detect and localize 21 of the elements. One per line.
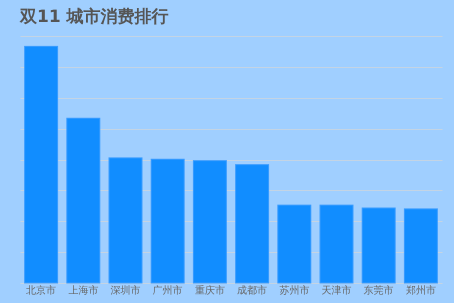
x-tick-label: 重庆市 (194, 284, 225, 296)
bar (108, 157, 142, 284)
bar (192, 160, 227, 284)
bar (404, 208, 438, 284)
chart-title: 双11 城市消费排行 (19, 7, 169, 27)
bar (320, 204, 354, 284)
bar (150, 158, 185, 284)
x-tick-label: 深圳市 (110, 284, 140, 296)
x-tick-label: 广州市 (152, 284, 183, 296)
x-tick-label: 天津市 (322, 284, 352, 296)
x-tick-label: 东莞市 (364, 284, 394, 296)
x-tick-label: 北京市 (26, 284, 56, 296)
bar (66, 118, 100, 284)
x-tick-label: 苏州市 (279, 284, 310, 296)
bar (362, 207, 396, 284)
bar (24, 46, 58, 284)
x-tick-label: 成都市 (237, 284, 268, 296)
bar (277, 204, 312, 284)
x-tick-label: 上海市 (68, 284, 98, 296)
x-tick-label: 郑州市 (406, 284, 436, 296)
bar (235, 164, 270, 284)
